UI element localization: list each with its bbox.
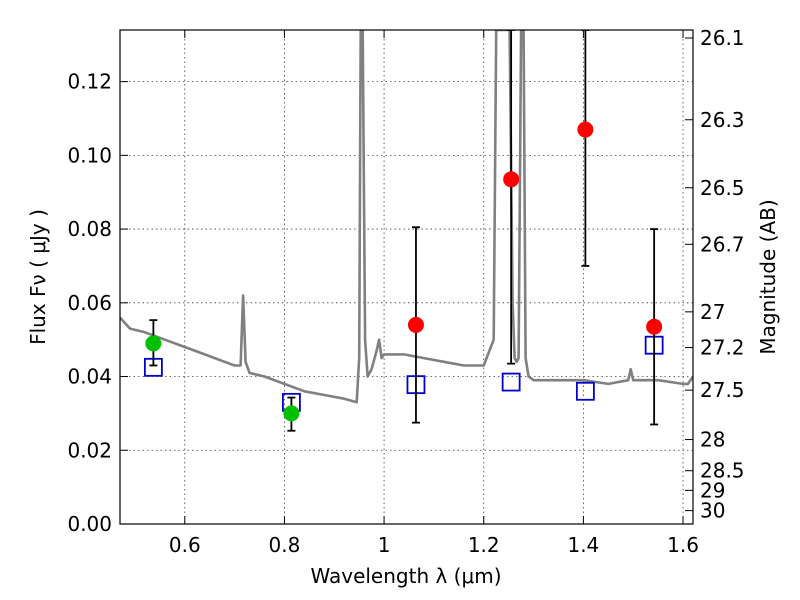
- upper-limit-point: [646, 318, 663, 335]
- model-photometry-square: [575, 381, 595, 401]
- x-tick-label: 1.2: [468, 533, 500, 557]
- mag-tick-label: 29: [700, 478, 725, 502]
- mag-tick-label: 26.1: [700, 26, 745, 50]
- mag-tick-label: 30: [700, 499, 725, 523]
- y-tick-label: 0.12: [67, 70, 112, 94]
- x-tick-label: 1.6: [667, 533, 699, 557]
- y-tick-label: 0.00: [67, 512, 112, 536]
- upper-limit-point: [577, 121, 594, 138]
- detection-point: [283, 405, 300, 422]
- plot-content: [120, 30, 693, 432]
- y-tick-label: 0.04: [67, 365, 112, 389]
- upper-limit-point: [407, 316, 424, 333]
- upper-limit-point: [503, 171, 520, 188]
- model-photometry-square: [501, 372, 521, 392]
- axes: 0.6 0.8 1 1.2 1.4 1.6 0.00 0.02 0.04 0.06 0.08 0.10…: [67, 26, 744, 557]
- y-tick-label: 0.08: [67, 217, 112, 241]
- mag-tick-label: 28: [700, 428, 725, 452]
- x-tick-label: 0.6: [169, 533, 201, 557]
- x-tick-label: 1: [378, 533, 391, 557]
- model-sed-line: [120, 30, 693, 404]
- mag-tick-label: 26.7: [700, 232, 745, 256]
- y-axis-right-label: Magnitude (AB): [756, 199, 780, 354]
- mag-tick-label: 26.3: [700, 108, 745, 132]
- plot-frame: [119, 29, 694, 525]
- y-tick-label: 0.02: [67, 438, 112, 462]
- mag-tick-label: 27: [700, 300, 725, 324]
- x-axis-label: Wavelength λ (μm): [310, 564, 501, 588]
- y-tick-label: 0.10: [67, 143, 112, 167]
- detection-point: [145, 335, 162, 352]
- mag-tick-label: 27.5: [700, 378, 745, 402]
- y-tick-label: 0.06: [67, 291, 112, 315]
- mag-tick-label: 26.5: [700, 176, 745, 200]
- y-axis-label: Flux Fν ( μJy ): [26, 209, 50, 345]
- mag-tick-label: 27.2: [700, 336, 745, 360]
- grid-lines: [120, 30, 693, 524]
- x-tick-label: 0.8: [269, 533, 301, 557]
- mag-tick-label: 28.5: [700, 459, 745, 483]
- x-tick-label: 1.4: [567, 533, 599, 557]
